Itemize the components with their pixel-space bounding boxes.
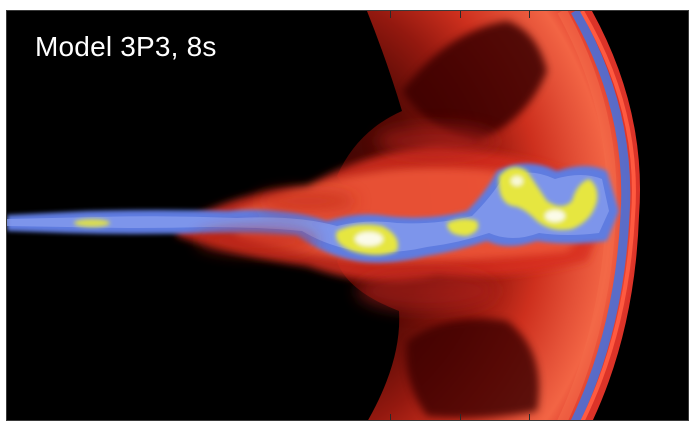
jet-cores xyxy=(74,167,598,255)
model-label: Model 3P3, 8s xyxy=(35,31,217,62)
simulation-frame: Model 3P3, 8s xyxy=(6,10,689,421)
turbulent-wisps xyxy=(197,126,497,311)
axis-tick xyxy=(529,414,530,420)
axis-tick xyxy=(390,414,391,420)
axis-tick xyxy=(460,11,461,18)
axis-tick xyxy=(529,11,530,18)
axis-tick xyxy=(460,414,461,420)
axis-tick xyxy=(390,11,391,18)
simulation-image xyxy=(7,11,688,420)
